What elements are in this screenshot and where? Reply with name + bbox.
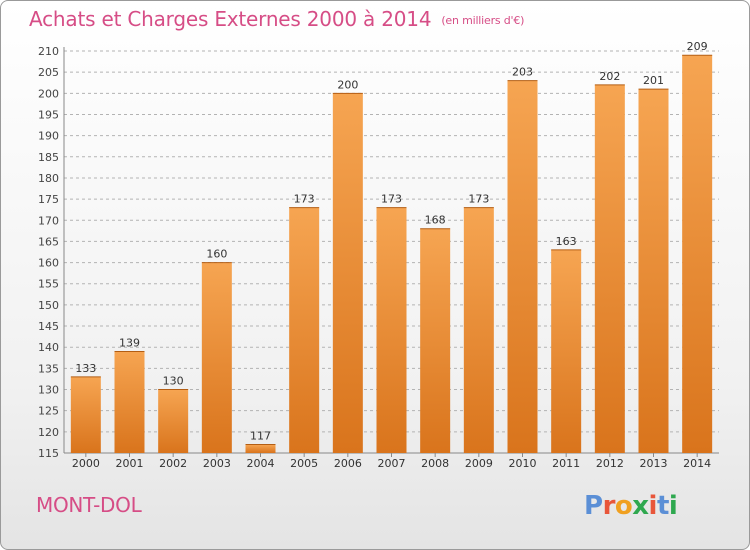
y-tick-label: 210 — [38, 45, 59, 58]
bar — [114, 351, 145, 453]
y-tick-label: 165 — [38, 235, 59, 248]
x-tick-label: 2014 — [683, 457, 711, 470]
y-tick-label: 115 — [38, 447, 59, 460]
y-tick-label: 155 — [38, 278, 59, 291]
y-tick-label: 190 — [38, 130, 59, 143]
y-tick-label: 180 — [38, 172, 59, 185]
x-tick-label: 2003 — [203, 457, 231, 470]
data-label: 168 — [425, 214, 446, 227]
x-tick-label: 2012 — [596, 457, 624, 470]
y-tick-label: 175 — [38, 193, 59, 206]
x-tick-label: 2013 — [640, 457, 668, 470]
bar — [201, 262, 232, 453]
data-label: 202 — [599, 70, 620, 83]
bar — [682, 55, 713, 454]
bar — [594, 84, 625, 453]
bar — [420, 228, 451, 453]
bar — [376, 207, 407, 453]
bar — [463, 207, 494, 453]
y-tick-label: 120 — [38, 426, 59, 439]
y-tick-label: 200 — [38, 87, 59, 100]
data-label: 139 — [119, 336, 140, 349]
data-label: 201 — [643, 74, 664, 87]
y-tick-label: 140 — [38, 341, 59, 354]
y-tick-label: 195 — [38, 108, 59, 121]
data-label: 173 — [381, 193, 402, 206]
bar — [289, 207, 320, 453]
x-tick-label: 2007 — [378, 457, 406, 470]
y-tick-label: 135 — [38, 362, 59, 375]
logo-letter: P — [584, 491, 603, 521]
x-tick-label: 2008 — [421, 457, 449, 470]
logo-letter: i — [668, 491, 678, 521]
y-tick-label: 185 — [38, 151, 59, 164]
y-tick-label: 150 — [38, 299, 59, 312]
y-tick-label: 160 — [38, 257, 59, 270]
logo-letter: o — [614, 491, 633, 521]
data-label: 200 — [337, 78, 358, 91]
y-tick-label: 205 — [38, 66, 59, 79]
x-tick-label: 2009 — [465, 457, 493, 470]
logo-letter: t — [656, 491, 669, 521]
data-label: 203 — [512, 66, 533, 79]
bar — [158, 389, 189, 453]
x-tick-label: 2006 — [334, 457, 362, 470]
bar — [551, 249, 582, 453]
y-tick-label: 130 — [38, 384, 59, 397]
data-label: 173 — [294, 193, 315, 206]
data-label: 163 — [556, 235, 577, 248]
y-tick-label: 170 — [38, 214, 59, 227]
bar — [332, 93, 363, 453]
x-tick-label: 2011 — [552, 457, 580, 470]
bar — [70, 376, 101, 453]
y-tick-label: 125 — [38, 405, 59, 418]
proxiti-logo: Proxiti — [584, 491, 678, 521]
data-label: 130 — [163, 375, 184, 388]
data-label: 160 — [206, 248, 227, 261]
x-tick-label: 2002 — [159, 457, 187, 470]
y-tick-label: 145 — [38, 320, 59, 333]
data-label: 133 — [75, 362, 96, 375]
logo-letter: i — [648, 491, 658, 521]
bar — [245, 444, 276, 453]
logo-letter: r — [602, 491, 616, 521]
x-tick-label: 2010 — [509, 457, 537, 470]
data-label: 173 — [468, 193, 489, 206]
chart-title: Achats et Charges Externes 2000 à 2014 (e… — [29, 7, 524, 31]
chart-title-text: Achats et Charges Externes 2000 à 2014 — [29, 7, 432, 31]
x-tick-label: 2004 — [247, 457, 275, 470]
data-label: 209 — [687, 40, 708, 53]
x-tick-label: 2001 — [116, 457, 144, 470]
x-tick-label: 2000 — [72, 457, 100, 470]
unit-note: (en milliers d'€) — [441, 14, 525, 27]
x-tick-label: 2005 — [290, 457, 318, 470]
data-label: 117 — [250, 430, 271, 443]
commune-name: MONT-DOL — [36, 493, 142, 517]
bar — [507, 80, 538, 453]
bar — [638, 89, 669, 453]
logo-letter: x — [632, 491, 649, 521]
